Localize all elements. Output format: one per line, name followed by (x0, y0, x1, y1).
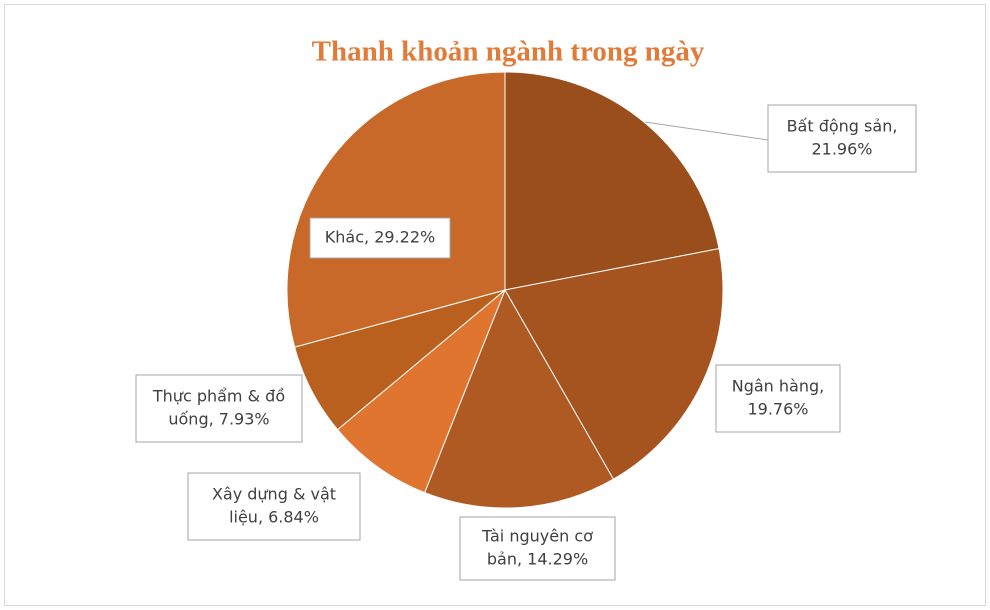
pie-slice (504, 248, 724, 480)
pie-slice (336, 289, 506, 494)
pie-slice (423, 288, 615, 509)
label-box (715, 364, 841, 433)
chart-title: Thanh khoản ngành trong ngày (312, 36, 705, 68)
data-label: 21.96% (811, 140, 872, 159)
data-label: Xây dựng & vật (212, 485, 336, 504)
data-label: liệu, 6.84% (229, 508, 319, 527)
pie-slice (286, 71, 506, 348)
data-label: uống, 7.93% (168, 410, 269, 429)
data-label: 19.76% (747, 400, 808, 419)
leader-line (644, 121, 769, 141)
data-label: Tài nguyên cơ (481, 527, 593, 546)
data-label: Bất động sản, (787, 117, 898, 136)
label-box (459, 516, 616, 581)
data-label: Thực phẩm & đồ (152, 387, 285, 406)
label-box (187, 472, 361, 541)
label-box (767, 104, 917, 173)
data-label: Khác, 29.22% (325, 228, 435, 247)
label-box (309, 217, 451, 259)
pie-slice (504, 71, 720, 291)
label-box (135, 374, 303, 443)
data-label: Ngân hàng, (732, 377, 824, 396)
data-label: bản, 14.29% (487, 550, 588, 569)
